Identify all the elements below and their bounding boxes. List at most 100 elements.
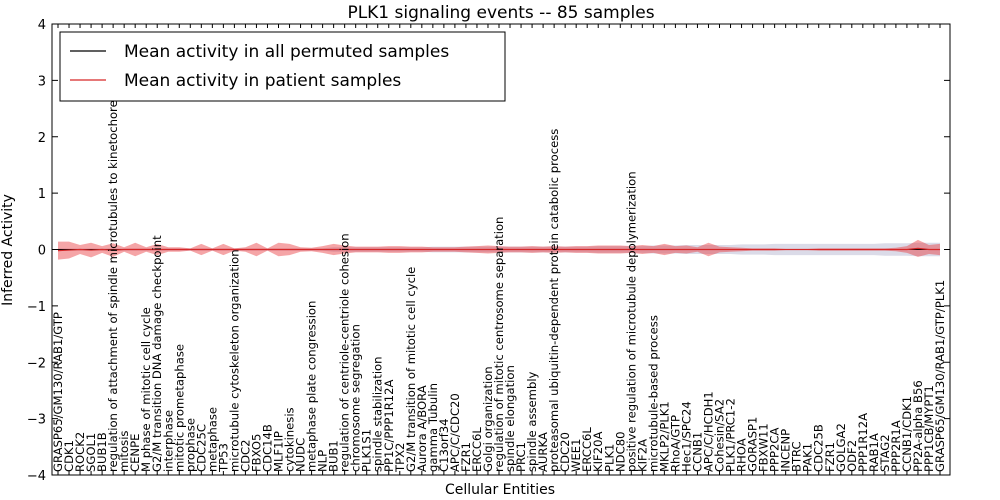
x-category-label: spindle elongation [503,365,517,472]
x-category-label: interphase [161,410,175,472]
x-category-label: Golgi organization [481,366,495,472]
x-category-label: PLK1S1 [360,429,374,472]
x-category-label: TPX2 [393,443,407,473]
x-category-label: microtubule cytoskeleton organization [227,249,241,472]
x-category-label: regulation of mitotic centrosome separat… [492,217,506,472]
x-category-label: C13orf34 [437,418,451,472]
x-category-label: NUDC [294,438,308,472]
x-category-label: RHOA [735,438,749,472]
x-category-label: regulation of centriole-centriole cohesi… [338,233,352,472]
x-category-label: FZR1 [823,442,837,472]
legend: Mean activity in all permuted samples Me… [59,31,506,102]
y-tick-label: −1 [27,300,46,315]
x-category-label: CENPE [128,434,142,472]
x-category-label: PPP2CA [768,428,782,472]
x-category-label: ODF2 [845,440,859,472]
x-category-label: chromosome segregation [349,324,363,472]
x-category-label: PPP2R1A [889,420,903,472]
x-category-label: ROCK2 [73,432,87,472]
y-tick-label: 1 [38,187,46,202]
x-category-label: G2/M transition DNA damage checkpoint [150,235,164,472]
x-category-label: BUB1 [327,440,341,472]
x-category-label: GRASP65/GM130/RAB1/GTP/PLK1 [933,280,947,472]
series-lines [57,247,940,252]
y-tick-label: 0 [38,244,46,259]
x-category-label: FBXW11 [757,423,771,472]
x-category-label: BUB1B [95,432,109,472]
x-category-label: CDC14B [260,424,274,472]
x-category-label: SGOL1 [84,433,98,472]
legend-label-patient: Mean activity in patient samples [124,71,401,91]
x-category-label: BTRC [790,441,804,472]
x-category-label: CDC25B [812,424,826,472]
x-category-label: INCENP [779,429,793,472]
x-category-label: KIF2A [635,439,649,472]
x-category-label: ERCC6L [470,427,484,472]
x-category-label: G2/M transition of mitotic cell cycle [404,267,418,472]
x-category-label: gamma Tubulin [426,383,440,472]
x-category-label: CCNB1 [690,432,704,472]
x-category-label: GORASP1 [746,417,760,472]
y-axis-ticks: −4 −3 −2 −1 0 1 2 3 4 [27,18,950,484]
x-category-label: NDC80 [613,432,627,472]
x-category-label: regulation of attachment of spindle micr… [106,100,120,472]
x-axis-label: Cellular Entities [445,482,555,498]
x-category-label: metaphase plate congression [305,301,319,472]
x-category-label: mitosis [117,431,131,472]
legend-box [59,31,506,102]
x-category-label: RhoA/GTP [668,415,682,472]
x-category-label: M phase of mitotic cell cycle [139,307,153,472]
x-category-label: GRASP65/GM130/RAB1/GTP [51,312,65,472]
x-category-label: metaphase [205,407,219,472]
x-category-label: Hec1/SPC24 [679,401,693,472]
x-category-label: CDK1 [62,440,76,472]
x-category-label: PLK1/PRC1-2 [724,398,738,472]
y-tick-label: −4 [27,469,46,484]
x-category-label: ERCC6L [580,427,594,472]
x-category-label: PP1C/PPP1R12A [382,379,396,472]
x-category-label: MKLP2/PLK1 [657,401,671,472]
x-category-label: proteasomal ubiquitin-dependent protein … [547,129,561,472]
x-category-label: GOLGA2 [834,423,848,472]
legend-label-permuted: Mean activity in all permuted samples [124,42,449,62]
x-category-label: spindle stabilization [371,357,385,472]
x-category-label: microtubule-based process [646,315,660,472]
x-category-label: RAB1A [867,433,881,472]
y-tick-label: −3 [27,413,46,428]
x-category-label: Aurora A/BORA [415,385,429,472]
x-category-label: FBXO5 [249,434,263,472]
x-category-label: CDC20 [558,432,572,472]
x-category-label: CDC25C [194,424,208,472]
x-category-label: prophase [183,418,197,472]
x-category-label: PAK1 [801,443,815,472]
x-category-label: cytokinesis [283,407,297,472]
x-category-label: KIF20A [591,432,605,472]
x-category-label: TP53 [216,443,230,473]
x-category-label: CCNB1/CDK1 [900,396,914,472]
y-tick-label: −2 [27,356,46,371]
x-category-label: PRC1 [514,442,528,472]
y-tick-label: 3 [38,74,46,89]
y-tick-label: 4 [38,18,46,33]
x-category-label: AURKA [536,432,550,472]
x-category-label: FZR1 [459,442,473,472]
x-axis-ticks: GRASP65/GM130/RAB1/GTPCDK1ROCK2SGOL1BUB1… [51,24,947,475]
x-category-label: WEE1 [569,439,583,473]
x-category-label: PLK1 [602,444,616,472]
x-category-label: positive regulation of microtubule depol… [624,171,638,472]
plot-area-frame [51,23,951,476]
x-category-label: MLF1IP [272,431,286,472]
y-axis-label: Inferred Activity [0,194,16,306]
x-category-label: NLP [316,450,330,472]
x-category-label: spindle assembly [525,371,539,472]
x-category-label: APC/C/HCDH1 [701,391,715,472]
series-line-patient [57,247,940,252]
x-category-label: STAG2 [878,434,892,472]
x-category-label: PPP1R12A [856,413,870,472]
y-tick-label: 2 [38,131,46,146]
x-category-label: PP2A-alpha B56 [911,380,925,472]
chart-title: PLK1 signaling events -- 85 samples [347,3,654,23]
x-category-label: APC/C/CDC20 [448,393,462,472]
x-category-label: PPP1CB/MYPT1 [922,385,936,472]
